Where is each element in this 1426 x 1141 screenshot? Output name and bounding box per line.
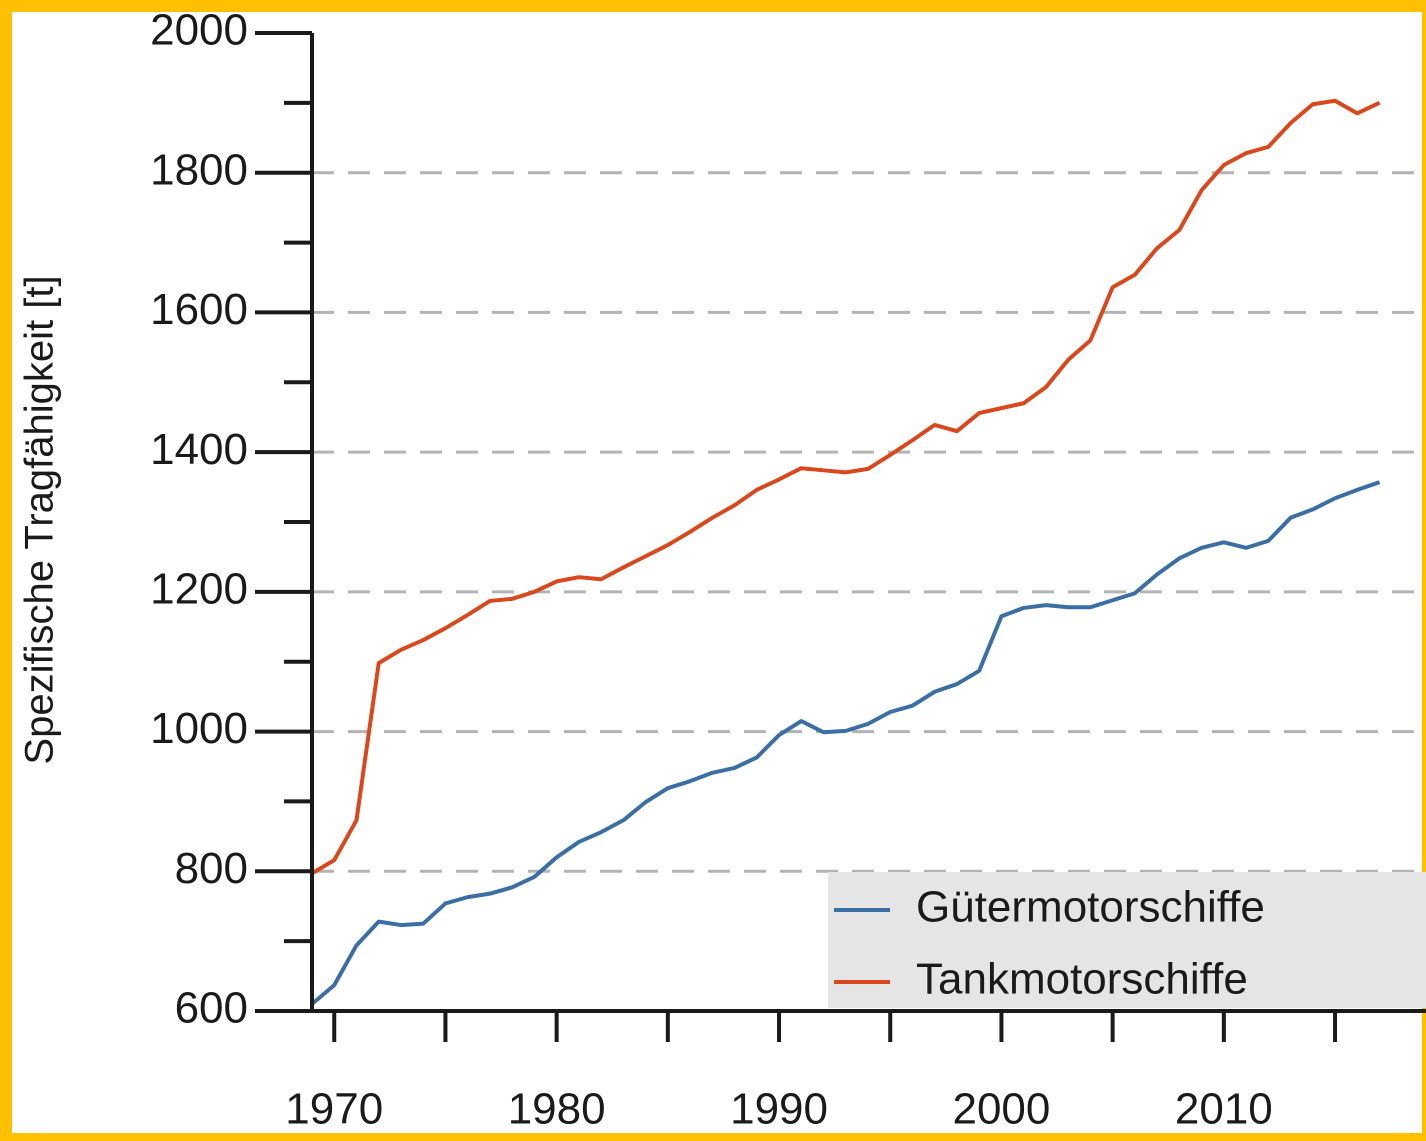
series-line [310, 480, 1381, 1006]
x-tick-label: 1990 [730, 1085, 828, 1134]
y-tick-label: 800 [175, 844, 248, 893]
y-tick-label: 1600 [150, 285, 248, 334]
x-tick-label: 1970 [285, 1085, 383, 1134]
legend-label: Tankmotorschiffe [916, 955, 1248, 1004]
x-tick-label: 2000 [952, 1085, 1050, 1134]
x-tick-label: 2010 [1175, 1085, 1273, 1134]
x-tick-label: 1980 [508, 1085, 606, 1134]
y-tick-label: 1800 [150, 145, 248, 194]
y-tick-label: 1000 [150, 704, 248, 753]
y-axis-label: Spezifische Tragfähigkeit [t] [18, 275, 62, 764]
y-tick-label: 1200 [150, 564, 248, 613]
legend-label: Gütermotorschiffe [916, 883, 1265, 932]
series-line [310, 98, 1381, 876]
legend-box [828, 872, 1426, 1008]
y-tick-label: 2000 [150, 6, 248, 55]
y-tick-label: 600 [175, 984, 248, 1033]
y-tick-label: 1400 [150, 425, 248, 474]
